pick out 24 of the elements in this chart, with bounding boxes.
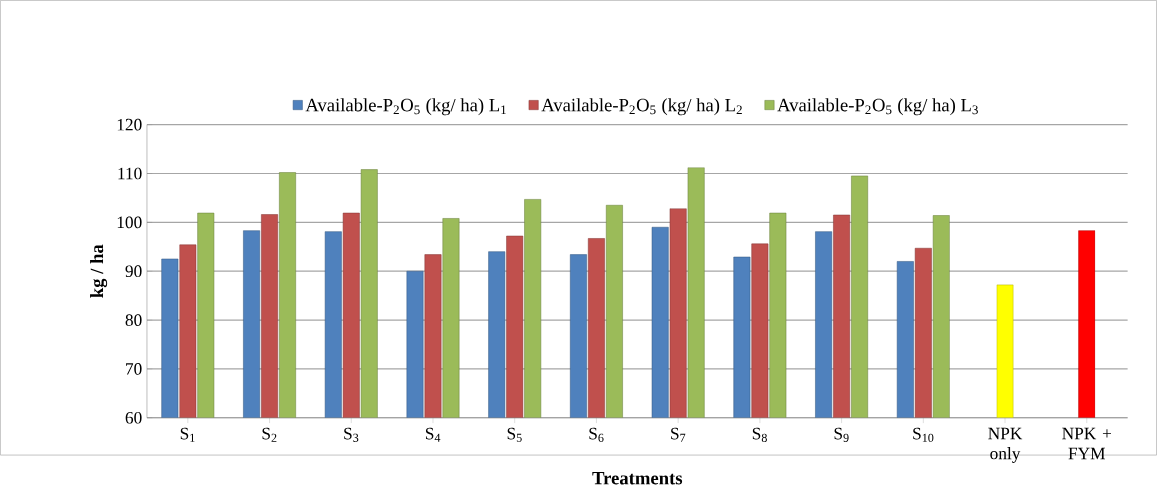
- x-tick-label: S$_{6}$: [589, 427, 604, 442]
- x-tick-label: S$_{4}$: [425, 427, 441, 442]
- y-tick-label: 120: [117, 118, 142, 131]
- x-tick-label: S$_{8}$: [752, 427, 767, 443]
- y-tick-label: 110: [118, 167, 142, 180]
- x-tick-label: S$_{7}$: [671, 427, 686, 442]
- x-tick-label: NPK + FYM: [1062, 427, 1111, 460]
- x-tick-label: S$_{1}$: [180, 427, 195, 442]
- y-tick-label: 70: [126, 363, 142, 375]
- y-tick-label: 100: [117, 216, 142, 229]
- x-tick-label: S$_{9}$: [834, 427, 849, 442]
- y-axis-title: kg / ha: [90, 244, 108, 298]
- y-tick-label: 80: [125, 314, 142, 326]
- x-tick-label: S$_{3}$: [344, 427, 359, 442]
- legend-label: Available-P$_{2}$O$_{5}$ (kg/ ha) L$_{1}$: [305, 98, 506, 116]
- x-tick-label: NPK only: [988, 427, 1023, 463]
- x-tick-label: S$_{10}$: [913, 427, 934, 443]
- y-tick-label: 60: [125, 411, 142, 424]
- legend-label: Available-P$_{2}$O$_{5}$ (kg/ ha) L$_{2}$: [541, 98, 742, 116]
- y-tick-label: 90: [125, 265, 142, 278]
- x-axis-title: Treatments: [592, 472, 683, 485]
- x-tick-label: S$_{2}$: [262, 427, 277, 442]
- x-tick-label: S$_{5}$: [507, 427, 522, 442]
- legend-label: Available-P$_{2}$O$_{5}$ (kg/ ha) L$_{3}$: [777, 98, 978, 116]
